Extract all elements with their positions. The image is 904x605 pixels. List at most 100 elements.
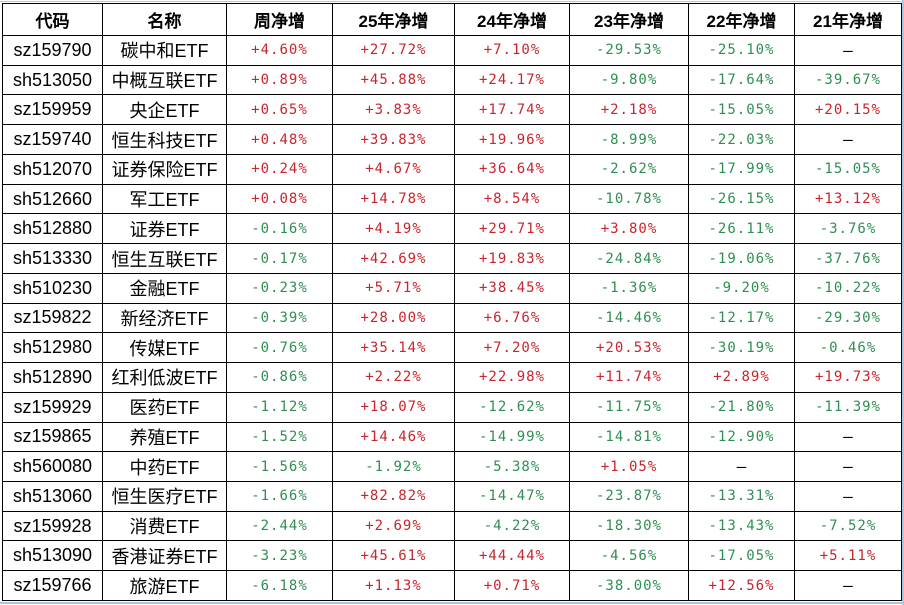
value-cell: -25.10% <box>688 35 795 66</box>
value-cell: +28.00% <box>332 302 455 334</box>
value-cell: -24.84% <box>569 243 689 274</box>
value-cell: -2.44% <box>226 510 333 542</box>
table-row: sz159740 恒生科技ETF +0.48% +39.83% +19.96% -8.99… <box>2 124 902 155</box>
value-cell: -4.22% <box>454 510 570 542</box>
value-cell: -11.75% <box>569 391 689 423</box>
value-cell: +20.15% <box>794 94 902 126</box>
table-row: sz159822 新经济ETF -0.39% +28.00% +6.76% -14.46%… <box>2 302 902 334</box>
table-row: sz159929 医药ETF -1.12% +18.07% -12.62% -11.75%… <box>2 391 902 423</box>
code-cell: sz159790 <box>2 35 103 66</box>
table-row: sh512880 证券ETF -0.16% +4.19% +29.71% +3.80% -2… <box>2 213 902 245</box>
table-row: sh513090 香港证券ETF -3.23% +45.61% +44.44% -4.56… <box>2 540 902 572</box>
name-cell: 央企ETF <box>102 94 227 126</box>
value-cell: -3.76% <box>794 213 902 245</box>
value-cell: -7.52% <box>794 510 902 542</box>
value-cell: +5.11% <box>794 540 902 572</box>
name-cell: 消费ETF <box>102 510 227 542</box>
value-cell: -5.38% <box>454 451 570 483</box>
value-cell: +5.71% <box>332 272 455 304</box>
code-cell: sh513060 <box>2 481 103 512</box>
table-row: sh513330 恒生互联ETF -0.17% +42.69% +19.83% -24.8… <box>2 243 902 274</box>
name-cell: 金融ETF <box>102 272 227 304</box>
value-cell: -12.17% <box>688 302 795 334</box>
value-cell: — <box>794 124 902 155</box>
value-cell: +19.96% <box>454 124 570 155</box>
value-cell: -10.78% <box>569 183 689 215</box>
value-cell: -6.18% <box>226 570 333 601</box>
value-cell: +4.67% <box>332 153 455 185</box>
table-row: sz159766 旅游ETF -6.18% +1.13% +0.71% -38.00% +1… <box>2 570 902 601</box>
value-cell: -37.76% <box>794 243 902 274</box>
name-cell: 旅游ETF <box>102 570 227 601</box>
value-cell: +7.10% <box>454 35 570 66</box>
table-row: sh513060 恒生医疗ETF -1.66% +82.82% -14.47% -23.8… <box>2 481 902 512</box>
value-cell: — <box>794 421 902 453</box>
value-cell: -0.46% <box>794 332 902 364</box>
col-header-2023-change: 23年净增 <box>569 3 689 36</box>
value-cell: -1.36% <box>569 272 689 304</box>
value-cell: +0.89% <box>226 64 333 96</box>
value-cell: — <box>794 481 902 512</box>
value-cell: -1.52% <box>226 421 333 453</box>
name-cell: 恒生互联ETF <box>102 243 227 274</box>
name-cell: 恒生医疗ETF <box>102 481 227 512</box>
col-header-week-change: 周净增 <box>226 3 333 36</box>
value-cell: -14.46% <box>569 302 689 334</box>
value-cell: +20.53% <box>569 332 689 364</box>
value-cell: -38.00% <box>569 570 689 601</box>
value-cell: +11.74% <box>569 362 689 393</box>
name-cell: 中概互联ETF <box>102 64 227 96</box>
value-cell: -2.62% <box>569 153 689 185</box>
value-cell: +13.12% <box>794 183 902 215</box>
value-cell: -30.19% <box>688 332 795 364</box>
name-cell: 养殖ETF <box>102 421 227 453</box>
value-cell: -39.67% <box>794 64 902 96</box>
value-cell: -0.86% <box>226 362 333 393</box>
value-cell: +3.83% <box>332 94 455 126</box>
table-row: sz159928 消费ETF -2.44% +2.69% -4.22% -18.30% -1… <box>2 510 902 542</box>
col-header-name: 名称 <box>102 3 227 36</box>
value-cell: +29.71% <box>454 213 570 245</box>
value-cell: -18.30% <box>569 510 689 542</box>
name-cell: 恒生科技ETF <box>102 124 227 155</box>
name-cell: 新经济ETF <box>102 302 227 334</box>
value-cell: +3.80% <box>569 213 689 245</box>
code-cell: sh513090 <box>2 540 103 572</box>
grid-hint-top <box>0 1 904 2</box>
value-cell: +1.05% <box>569 451 689 483</box>
value-cell: +17.74% <box>454 94 570 126</box>
value-cell: -17.64% <box>688 64 795 96</box>
value-cell: -4.56% <box>569 540 689 572</box>
value-cell: +6.76% <box>454 302 570 334</box>
value-cell: +36.64% <box>454 153 570 185</box>
grid-hint-bottom <box>0 602 904 604</box>
value-cell: +27.72% <box>332 35 455 66</box>
code-cell: sh510230 <box>2 272 103 304</box>
value-cell: -1.56% <box>226 451 333 483</box>
table-row: sh512890 红利低波ETF -0.86% +2.22% +22.98% +11.74… <box>2 362 902 393</box>
name-cell: 传媒ETF <box>102 332 227 364</box>
value-cell: +22.98% <box>454 362 570 393</box>
value-cell: +45.88% <box>332 64 455 96</box>
code-cell: sz159865 <box>2 421 103 453</box>
value-cell: -11.39% <box>794 391 902 423</box>
value-cell: -17.99% <box>688 153 795 185</box>
code-cell: sh513050 <box>2 64 103 96</box>
value-cell: -23.87% <box>569 481 689 512</box>
value-cell: +4.60% <box>226 35 333 66</box>
value-cell: -22.03% <box>688 124 795 155</box>
name-cell: 红利低波ETF <box>102 362 227 393</box>
value-cell: -14.81% <box>569 421 689 453</box>
table-row: sz159959 央企ETF +0.65% +3.83% +17.74% +2.18% -1… <box>2 94 902 126</box>
value-cell: -0.39% <box>226 302 333 334</box>
value-cell: +14.78% <box>332 183 455 215</box>
code-cell: sz159766 <box>2 570 103 601</box>
value-cell: +38.45% <box>454 272 570 304</box>
name-cell: 中药ETF <box>102 451 227 483</box>
value-cell: — <box>794 451 902 483</box>
col-header-2025-change: 25年净增 <box>332 3 455 36</box>
value-cell: -19.06% <box>688 243 795 274</box>
table-row: sh512660 军工ETF +0.08% +14.78% +8.54% -10.78% -… <box>2 183 902 215</box>
value-cell: +44.44% <box>454 540 570 572</box>
